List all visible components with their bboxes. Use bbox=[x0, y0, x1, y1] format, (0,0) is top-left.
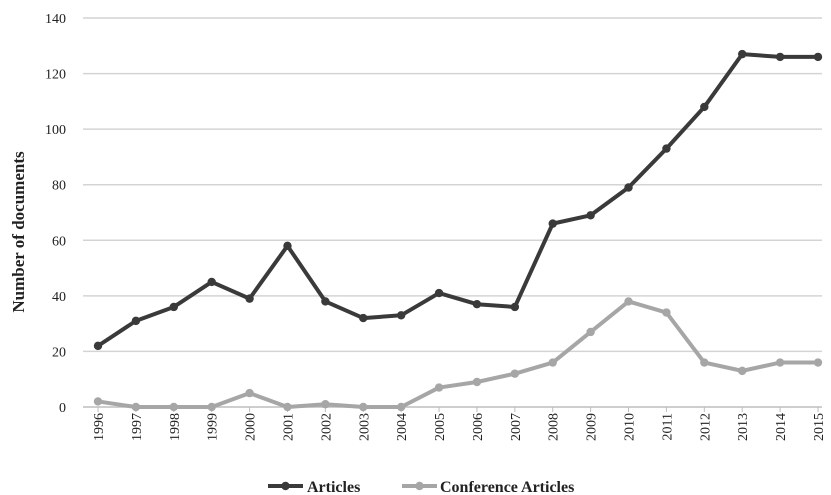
x-tick-label: 2008 bbox=[547, 413, 562, 441]
data-point bbox=[738, 49, 747, 59]
x-tick-label: 1996 bbox=[92, 413, 107, 441]
data-point bbox=[548, 358, 557, 367]
y-tick-label: 40 bbox=[52, 290, 66, 305]
gridlines bbox=[83, 17, 822, 353]
legend-label: Articles bbox=[307, 479, 360, 495]
y-tick-label: 80 bbox=[52, 179, 66, 194]
y-axis-ticks: 0 20 40 60 80 100 120 140 bbox=[45, 12, 66, 416]
x-tick-label: 2001 bbox=[281, 413, 296, 441]
data-point bbox=[359, 313, 368, 323]
data-point bbox=[283, 241, 292, 251]
data-point bbox=[321, 297, 330, 306]
x-tick-label: 2000 bbox=[244, 413, 259, 441]
data-point bbox=[700, 102, 709, 112]
series-0 bbox=[93, 49, 823, 351]
data-point bbox=[434, 383, 444, 392]
x-tick-label: 2005 bbox=[433, 413, 448, 441]
x-tick-label: 1999 bbox=[206, 413, 221, 441]
data-point bbox=[548, 219, 557, 228]
legend-swatch-marker bbox=[415, 481, 424, 491]
y-axis-title: Number of documents bbox=[9, 151, 28, 313]
data-point bbox=[472, 299, 482, 309]
data-point bbox=[396, 402, 406, 412]
y-tick-label: 120 bbox=[45, 68, 66, 83]
x-tick-label: 1998 bbox=[168, 413, 183, 441]
legend-swatch-marker bbox=[281, 481, 290, 491]
x-tick-label: 2015 bbox=[812, 413, 827, 441]
data-point bbox=[169, 302, 178, 312]
data-point bbox=[624, 297, 633, 306]
data-point bbox=[283, 402, 292, 412]
x-tick-label: 2014 bbox=[774, 413, 789, 441]
data-point bbox=[510, 302, 520, 312]
x-tick-label: 1997 bbox=[130, 413, 145, 441]
data-point bbox=[662, 144, 671, 153]
data-point bbox=[813, 52, 823, 62]
x-tick-label: 2002 bbox=[319, 413, 334, 441]
legend-label: Conference Articles bbox=[440, 479, 574, 495]
data-point bbox=[396, 311, 406, 320]
data-point bbox=[131, 402, 141, 412]
data-point bbox=[662, 308, 671, 317]
x-tick-label: 2007 bbox=[509, 413, 524, 441]
x-tick-label: 2010 bbox=[623, 413, 638, 441]
x-tick-label: 2009 bbox=[585, 413, 600, 441]
data-point bbox=[510, 369, 520, 378]
x-tick-label: 2004 bbox=[395, 413, 410, 441]
series-group bbox=[93, 49, 823, 412]
data-point bbox=[169, 402, 178, 412]
y-tick-label: 60 bbox=[52, 234, 66, 249]
data-point bbox=[586, 327, 595, 337]
data-point bbox=[434, 288, 444, 298]
y-tick-label: 0 bbox=[59, 401, 66, 416]
x-tick-label: 2012 bbox=[698, 413, 713, 441]
x-tick-label: 2011 bbox=[660, 413, 675, 440]
x-tick-label: 2013 bbox=[736, 413, 751, 441]
data-point bbox=[207, 277, 216, 287]
data-point bbox=[813, 358, 823, 367]
series-line bbox=[96, 299, 820, 409]
data-point bbox=[775, 358, 785, 367]
x-axis-ticks: 1996 1997 1998 1999 2000 2001 2002 2003 2004 2005… bbox=[92, 407, 827, 441]
series-1 bbox=[93, 297, 823, 412]
y-tick-label: 140 bbox=[45, 12, 66, 27]
data-point bbox=[586, 211, 595, 220]
data-point bbox=[131, 316, 141, 326]
data-point bbox=[245, 294, 254, 303]
legend-item: Conference Articles bbox=[402, 479, 574, 495]
data-point bbox=[700, 358, 709, 367]
y-tick-label: 20 bbox=[52, 345, 66, 360]
data-point bbox=[472, 377, 482, 387]
x-tick-label: 2006 bbox=[471, 413, 486, 441]
data-point bbox=[624, 183, 633, 192]
data-point bbox=[93, 397, 103, 406]
legend: Articles Conference Articles bbox=[268, 479, 574, 495]
data-point bbox=[93, 341, 103, 351]
series-line bbox=[96, 52, 820, 348]
data-point bbox=[207, 402, 216, 412]
data-point bbox=[359, 402, 368, 412]
x-tick-label: 2003 bbox=[357, 413, 372, 441]
data-point bbox=[321, 400, 330, 409]
data-point bbox=[738, 366, 747, 376]
data-point bbox=[245, 388, 254, 398]
y-tick-label: 100 bbox=[45, 123, 66, 138]
legend-item: Articles bbox=[268, 479, 360, 495]
data-point bbox=[775, 52, 785, 62]
